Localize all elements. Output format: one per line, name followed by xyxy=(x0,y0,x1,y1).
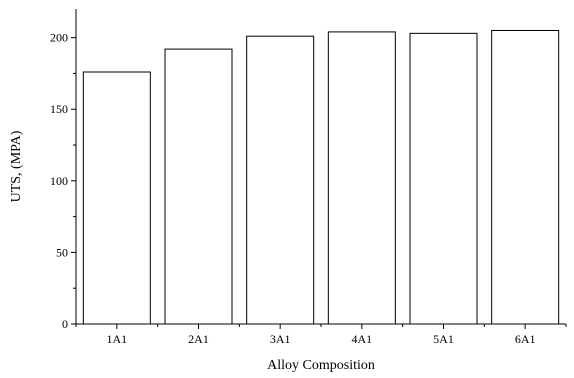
y-tick-label: 50 xyxy=(56,245,68,259)
x-tick-label: 4A1 xyxy=(351,332,372,346)
x-tick-label: 1A1 xyxy=(106,332,127,346)
y-tick-label: 100 xyxy=(50,174,68,188)
bar-2A1 xyxy=(164,48,233,325)
bar-1A1 xyxy=(82,71,151,325)
y-tick-label: 200 xyxy=(50,31,68,45)
x-tick-label: 6A1 xyxy=(515,332,536,346)
bar-5A1 xyxy=(409,32,478,325)
x-tick-label: 3A1 xyxy=(270,332,291,346)
bar-6A1 xyxy=(491,29,560,325)
y-axis-label: UTS, (MPA) xyxy=(9,130,24,202)
x-axis-label: Alloy Composition xyxy=(267,358,375,373)
bar-4A1 xyxy=(327,31,396,325)
y-tick-label: 150 xyxy=(50,102,68,116)
y-tick-label: 0 xyxy=(62,317,68,331)
bar-3A1 xyxy=(246,35,315,325)
x-tick-label: 5A1 xyxy=(433,332,454,346)
x-tick-label: 2A1 xyxy=(188,332,209,346)
plot-area: 1A1 2A1 3A1 4A1 5A1 6A1 0 50 100 150 200 xyxy=(50,9,567,346)
